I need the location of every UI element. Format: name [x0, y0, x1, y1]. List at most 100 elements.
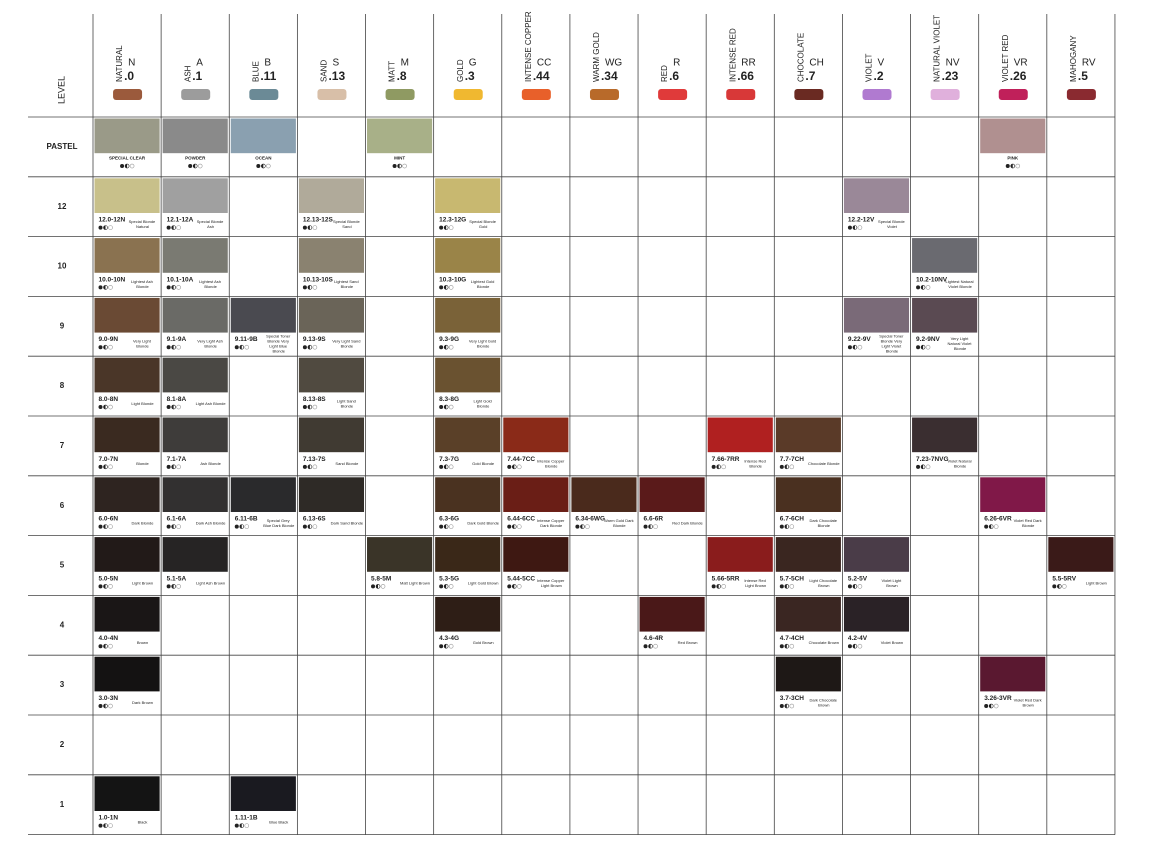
dot	[779, 704, 784, 709]
swatch	[435, 537, 501, 572]
dot	[98, 584, 103, 589]
name-line: Gold Brown	[473, 640, 494, 645]
dot-half	[716, 584, 719, 589]
dot	[448, 285, 454, 290]
family-label: VIOLET RED	[1001, 34, 1010, 82]
name-line: Light Ash Brown	[196, 581, 225, 586]
name-line: Very Light	[951, 336, 970, 341]
shade-code: 9.1-9A	[167, 336, 187, 343]
dot-half	[171, 225, 174, 230]
family-code: N	[128, 58, 135, 69]
dot	[312, 464, 318, 470]
shade-code: 9.22-9V	[848, 336, 871, 343]
dot	[108, 285, 113, 290]
shade-name: MINT	[394, 155, 405, 160]
shade-code: 7.1-7A	[167, 456, 187, 463]
dot-half	[307, 405, 310, 410]
level-label: 5	[60, 561, 65, 570]
family-code: WG	[605, 58, 622, 69]
dot	[108, 344, 113, 350]
level-label: 1	[60, 800, 65, 809]
dot-half	[444, 345, 447, 350]
dot	[166, 345, 171, 350]
swatch	[775, 596, 841, 632]
name-line: Blonde	[341, 344, 354, 349]
name-line: Very Light Ash	[197, 339, 224, 344]
shade-code: 4.0-4N	[99, 635, 119, 642]
dot	[176, 285, 181, 290]
swatch	[843, 178, 910, 213]
shade-name: Intense Copper Light Brown	[537, 578, 565, 588]
family-label: GOLD	[456, 59, 465, 82]
dot-half	[784, 464, 787, 469]
shade-name: Chocolate Blonde	[808, 461, 840, 466]
dot	[380, 584, 386, 589]
dot	[439, 345, 444, 350]
dot-half	[171, 524, 174, 529]
shade-name: Dark Blonde	[131, 521, 154, 526]
shade-name: Lightest Sand Blonde	[334, 279, 360, 289]
name-line: Blonde	[341, 404, 354, 409]
family-suffix: .44	[533, 69, 550, 83]
dot-half	[921, 464, 924, 469]
dot	[392, 164, 397, 169]
dot-half	[307, 225, 310, 230]
shade-code: 8.1-8A	[167, 396, 187, 403]
swatch	[298, 417, 365, 453]
name-line: Dark Brown	[132, 700, 153, 705]
swatch	[298, 297, 365, 333]
swatch	[435, 357, 501, 393]
shade-code: 3.26-3VR	[984, 695, 1012, 702]
shade-code: 9.0-9N	[99, 336, 119, 343]
level-header: LEVEL	[56, 76, 66, 104]
dot-half	[444, 405, 447, 410]
shade-name: Black	[138, 820, 148, 825]
shade-name: Gold Brown	[473, 640, 494, 645]
swatch	[571, 477, 637, 512]
dot	[302, 225, 307, 230]
swatch	[94, 178, 160, 213]
swatch	[503, 417, 569, 453]
dot	[312, 344, 318, 350]
dot	[721, 464, 726, 470]
shade-name: Lightest Gold Blonde	[471, 279, 496, 289]
shade-name: Special Toner Blonde Very Light Blue Blo…	[266, 334, 291, 354]
level-label: 7	[60, 441, 65, 450]
family-suffix: .7	[805, 69, 815, 83]
family-suffix: .11	[260, 69, 276, 83]
shade-code: 7.13-7S	[303, 456, 326, 463]
dot	[439, 285, 444, 290]
dot-half	[103, 285, 106, 290]
family-suffix: .26	[1010, 69, 1027, 83]
name-line: Special Blonde	[197, 219, 225, 224]
dot	[925, 285, 931, 290]
swatch	[435, 477, 501, 512]
name-line: Lightest Natural	[945, 279, 974, 284]
dot	[779, 524, 784, 529]
family-label: RED	[660, 65, 669, 82]
shade-name: Light Ash Blonde	[196, 401, 227, 406]
shade-name: Sand Blonde	[335, 461, 359, 466]
dot	[98, 345, 103, 350]
swatch	[367, 118, 433, 154]
dot	[448, 464, 454, 470]
dot-half	[103, 345, 106, 350]
name-line: Lightest Ash	[131, 279, 154, 284]
dot	[312, 225, 318, 230]
swatch	[162, 238, 228, 273]
family-suffix: .6	[669, 69, 679, 83]
dot	[98, 285, 103, 290]
family-swatch	[453, 89, 483, 100]
family-suffix: .5	[1078, 69, 1088, 83]
dot	[516, 464, 522, 470]
swatch	[94, 417, 160, 453]
swatch	[94, 537, 160, 572]
shade-code: 7.44-7CC	[507, 456, 535, 463]
name-line: Lightest Ash	[199, 279, 222, 284]
name-line: Gold Blonde	[472, 461, 495, 466]
name-line: Natural	[136, 224, 149, 229]
dot	[98, 644, 103, 649]
dot	[439, 584, 444, 589]
shade-code: 6.44-6CC	[507, 516, 535, 523]
dot-half	[1010, 164, 1013, 169]
